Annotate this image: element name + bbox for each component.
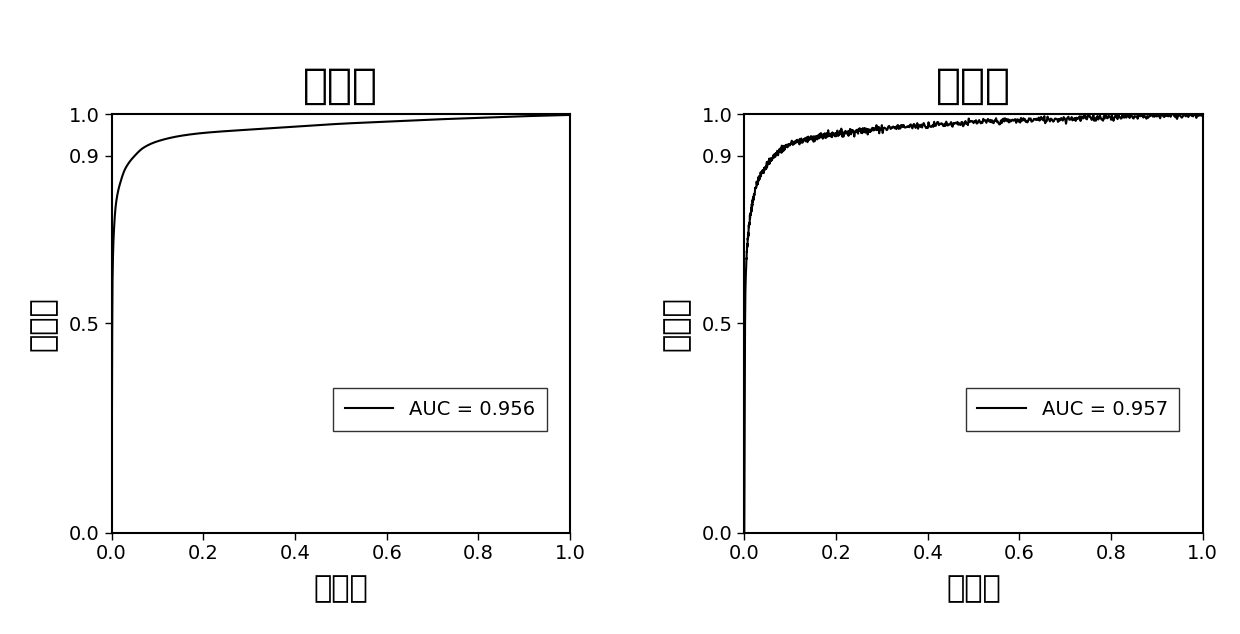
Title: 验证集: 验证集 bbox=[936, 65, 1011, 107]
Legend: AUC = 0.957: AUC = 0.957 bbox=[966, 389, 1179, 430]
Y-axis label: 敏感性: 敏感性 bbox=[661, 296, 691, 351]
X-axis label: 特异性: 特异性 bbox=[314, 574, 368, 604]
Legend: AUC = 0.956: AUC = 0.956 bbox=[334, 389, 547, 430]
Y-axis label: 敏感性: 敏感性 bbox=[29, 296, 58, 351]
X-axis label: 特异性: 特异性 bbox=[946, 574, 1001, 604]
Title: 训练集: 训练集 bbox=[304, 65, 378, 107]
